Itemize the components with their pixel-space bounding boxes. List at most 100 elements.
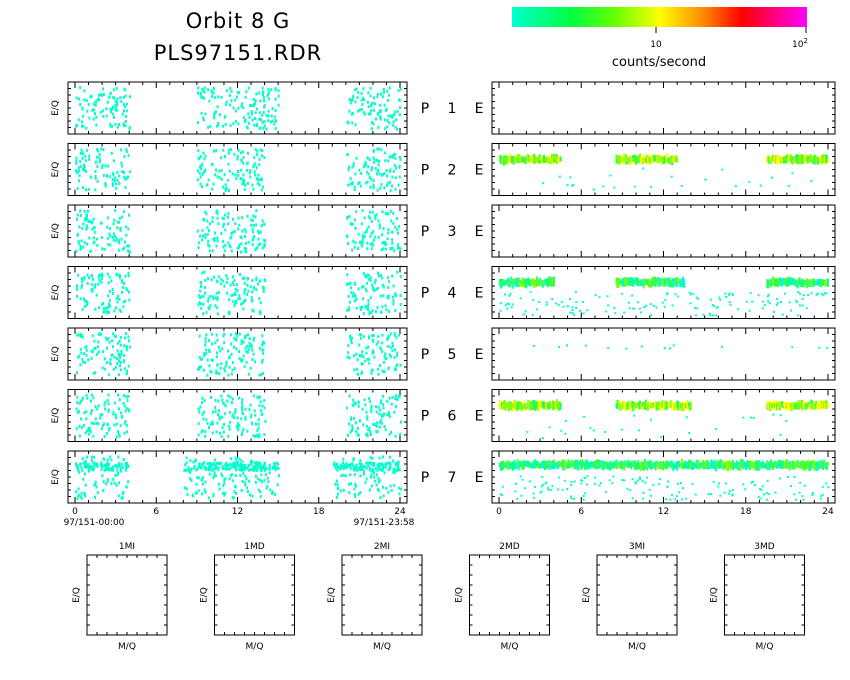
data-cell: [356, 468, 359, 472]
data-cell: [117, 455, 120, 459]
data-cell: [277, 94, 280, 98]
data-cell: [731, 294, 734, 297]
data-cell: [785, 420, 788, 423]
data-cell: [247, 181, 249, 185]
data-cell: [367, 428, 370, 432]
data-cell: [91, 274, 93, 278]
data-cell: [354, 295, 357, 298]
data-cell: [796, 279, 799, 289]
data-cell: [118, 339, 121, 343]
data-cell: [757, 495, 760, 498]
data-cell: [396, 397, 399, 401]
data-cell: [109, 110, 112, 114]
data-cell: [592, 429, 595, 432]
data-cell: [100, 147, 103, 151]
data-cell: [123, 421, 126, 425]
data-cell: [197, 149, 200, 153]
data-cell: [391, 341, 394, 345]
data-cell: [385, 107, 388, 111]
data-cell: [731, 292, 734, 295]
data-cell: [257, 418, 260, 422]
data-cell: [712, 314, 714, 317]
data-cell: [232, 106, 235, 110]
data-cell: [227, 424, 230, 428]
data-cell: [123, 171, 125, 174]
data-cell: [211, 332, 214, 336]
data-cell: [240, 463, 243, 467]
data-cell: [360, 307, 362, 311]
data-cell: [99, 93, 102, 96]
data-cell: [387, 294, 390, 298]
data-cell: [250, 415, 253, 419]
data-cell: [353, 218, 356, 222]
data-cell: [742, 416, 745, 419]
data-cell: [373, 289, 376, 293]
data-cell: [104, 400, 107, 404]
data-cell: [369, 296, 372, 300]
data-cell: [204, 291, 206, 295]
data-cell: [245, 334, 247, 338]
data-cell: [203, 90, 206, 94]
data-cell: [366, 357, 369, 361]
data-cell: [385, 308, 388, 312]
data-cell: [75, 427, 78, 431]
data-cell: [357, 466, 360, 470]
data-cell: [115, 435, 118, 439]
data-cell: [228, 365, 231, 369]
data-cell: [250, 223, 253, 227]
data-cell: [223, 173, 226, 177]
right-panel-data: [499, 399, 829, 440]
data-cell: [378, 456, 381, 460]
data-cell: [196, 229, 199, 233]
data-cell: [336, 465, 339, 469]
data-cell: [372, 96, 375, 100]
data-cell: [128, 127, 131, 131]
data-cell: [100, 276, 103, 280]
data-cell: [245, 90, 248, 94]
left-panel-7: E/Q: [51, 450, 408, 504]
data-cell: [184, 468, 187, 472]
data-cell: [250, 112, 253, 116]
data-cell: [220, 169, 223, 173]
data-cell: [203, 170, 206, 173]
data-cell: [683, 278, 686, 288]
data-cell: [86, 226, 89, 230]
data-cell: [250, 343, 253, 347]
channel-p-label: P: [421, 470, 429, 486]
data-cell: [362, 285, 365, 288]
data-cell: [94, 371, 97, 375]
data-cell: [207, 239, 210, 243]
data-cell: [277, 467, 280, 471]
data-cell: [378, 226, 381, 230]
data-cell: [650, 313, 653, 316]
data-cell: [243, 188, 246, 192]
data-cell: [197, 489, 200, 493]
data-cell: [506, 302, 509, 305]
data-cell: [251, 358, 254, 361]
data-cell: [81, 357, 84, 361]
data-cell: [381, 283, 384, 287]
data-cell: [692, 292, 695, 295]
data-cell: [361, 234, 364, 238]
data-cell: [125, 346, 128, 349]
data-cell: [83, 299, 86, 303]
data-cell: [221, 415, 224, 419]
data-cell: [352, 162, 355, 166]
data-cell: [207, 296, 210, 300]
data-cell: [107, 294, 110, 298]
data-cell: [393, 356, 396, 359]
data-cell: [229, 466, 232, 470]
data-cell: [370, 311, 373, 315]
left-end-time: 97/151-23:58: [354, 518, 415, 528]
data-cell: [375, 342, 378, 346]
data-cell: [360, 222, 363, 226]
mass-panel-xlabel: M/Q: [501, 642, 519, 652]
data-cell: [113, 218, 116, 222]
data-cell: [209, 294, 212, 298]
data-cell: [113, 423, 116, 427]
data-cell: [219, 431, 221, 435]
data-cell: [795, 301, 798, 304]
data-cell: [364, 359, 367, 363]
data-cell: [244, 235, 246, 239]
data-cell: [387, 285, 390, 289]
